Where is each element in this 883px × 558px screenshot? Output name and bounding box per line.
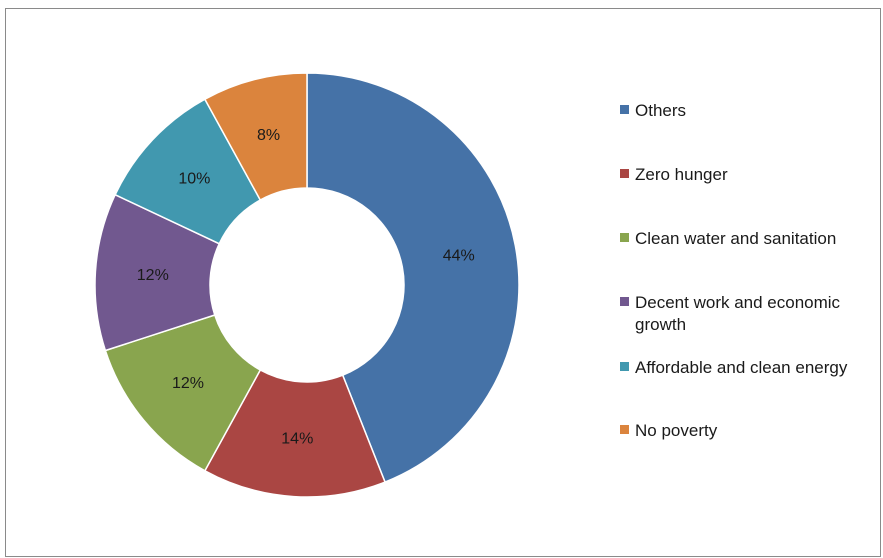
legend-item-decent-work: Decent work and economic growth	[620, 292, 871, 336]
legend-swatch-clean-water	[620, 233, 629, 242]
legend-label-affordable-energy: Affordable and clean energy	[635, 358, 848, 377]
legend-label-zero-hunger: Zero hunger	[635, 165, 728, 184]
legend-swatch-zero-hunger	[620, 169, 629, 178]
legend-item-clean-water: Clean water and sanitation	[620, 228, 871, 250]
legend-item-others: Others	[620, 100, 871, 122]
legend-item-no-poverty: No poverty	[620, 420, 871, 442]
slice-label-no-poverty: 8%	[257, 127, 280, 144]
legend-label-no-poverty: No poverty	[635, 421, 718, 440]
legend-label-clean-water: Clean water and sanitation	[635, 229, 837, 248]
slice-others	[306, 72, 520, 484]
slice-label-others: 44%	[443, 248, 475, 265]
slice-zero-hunger	[203, 368, 387, 498]
legend-swatch-affordable-energy	[620, 362, 629, 371]
slice-clean-water	[104, 314, 262, 472]
legend-swatch-decent-work	[620, 297, 629, 306]
slice-label-clean-water: 12%	[172, 375, 204, 392]
legend-item-affordable-energy: Affordable and clean energy	[620, 357, 871, 379]
legend-label-decent-work: Decent work and economic growth	[635, 293, 841, 334]
legend-label-others: Others	[635, 101, 687, 120]
legend-swatch-others	[620, 105, 629, 114]
slice-decent-work	[94, 193, 221, 352]
slice-label-zero-hunger: 14%	[281, 431, 313, 448]
legend-swatch-no-poverty	[620, 425, 629, 434]
slice-label-affordable-energy: 10%	[178, 171, 210, 188]
legend-item-zero-hunger: Zero hunger	[620, 164, 871, 186]
slice-label-decent-work: 12%	[137, 267, 169, 284]
slice-no-poverty	[203, 72, 308, 202]
